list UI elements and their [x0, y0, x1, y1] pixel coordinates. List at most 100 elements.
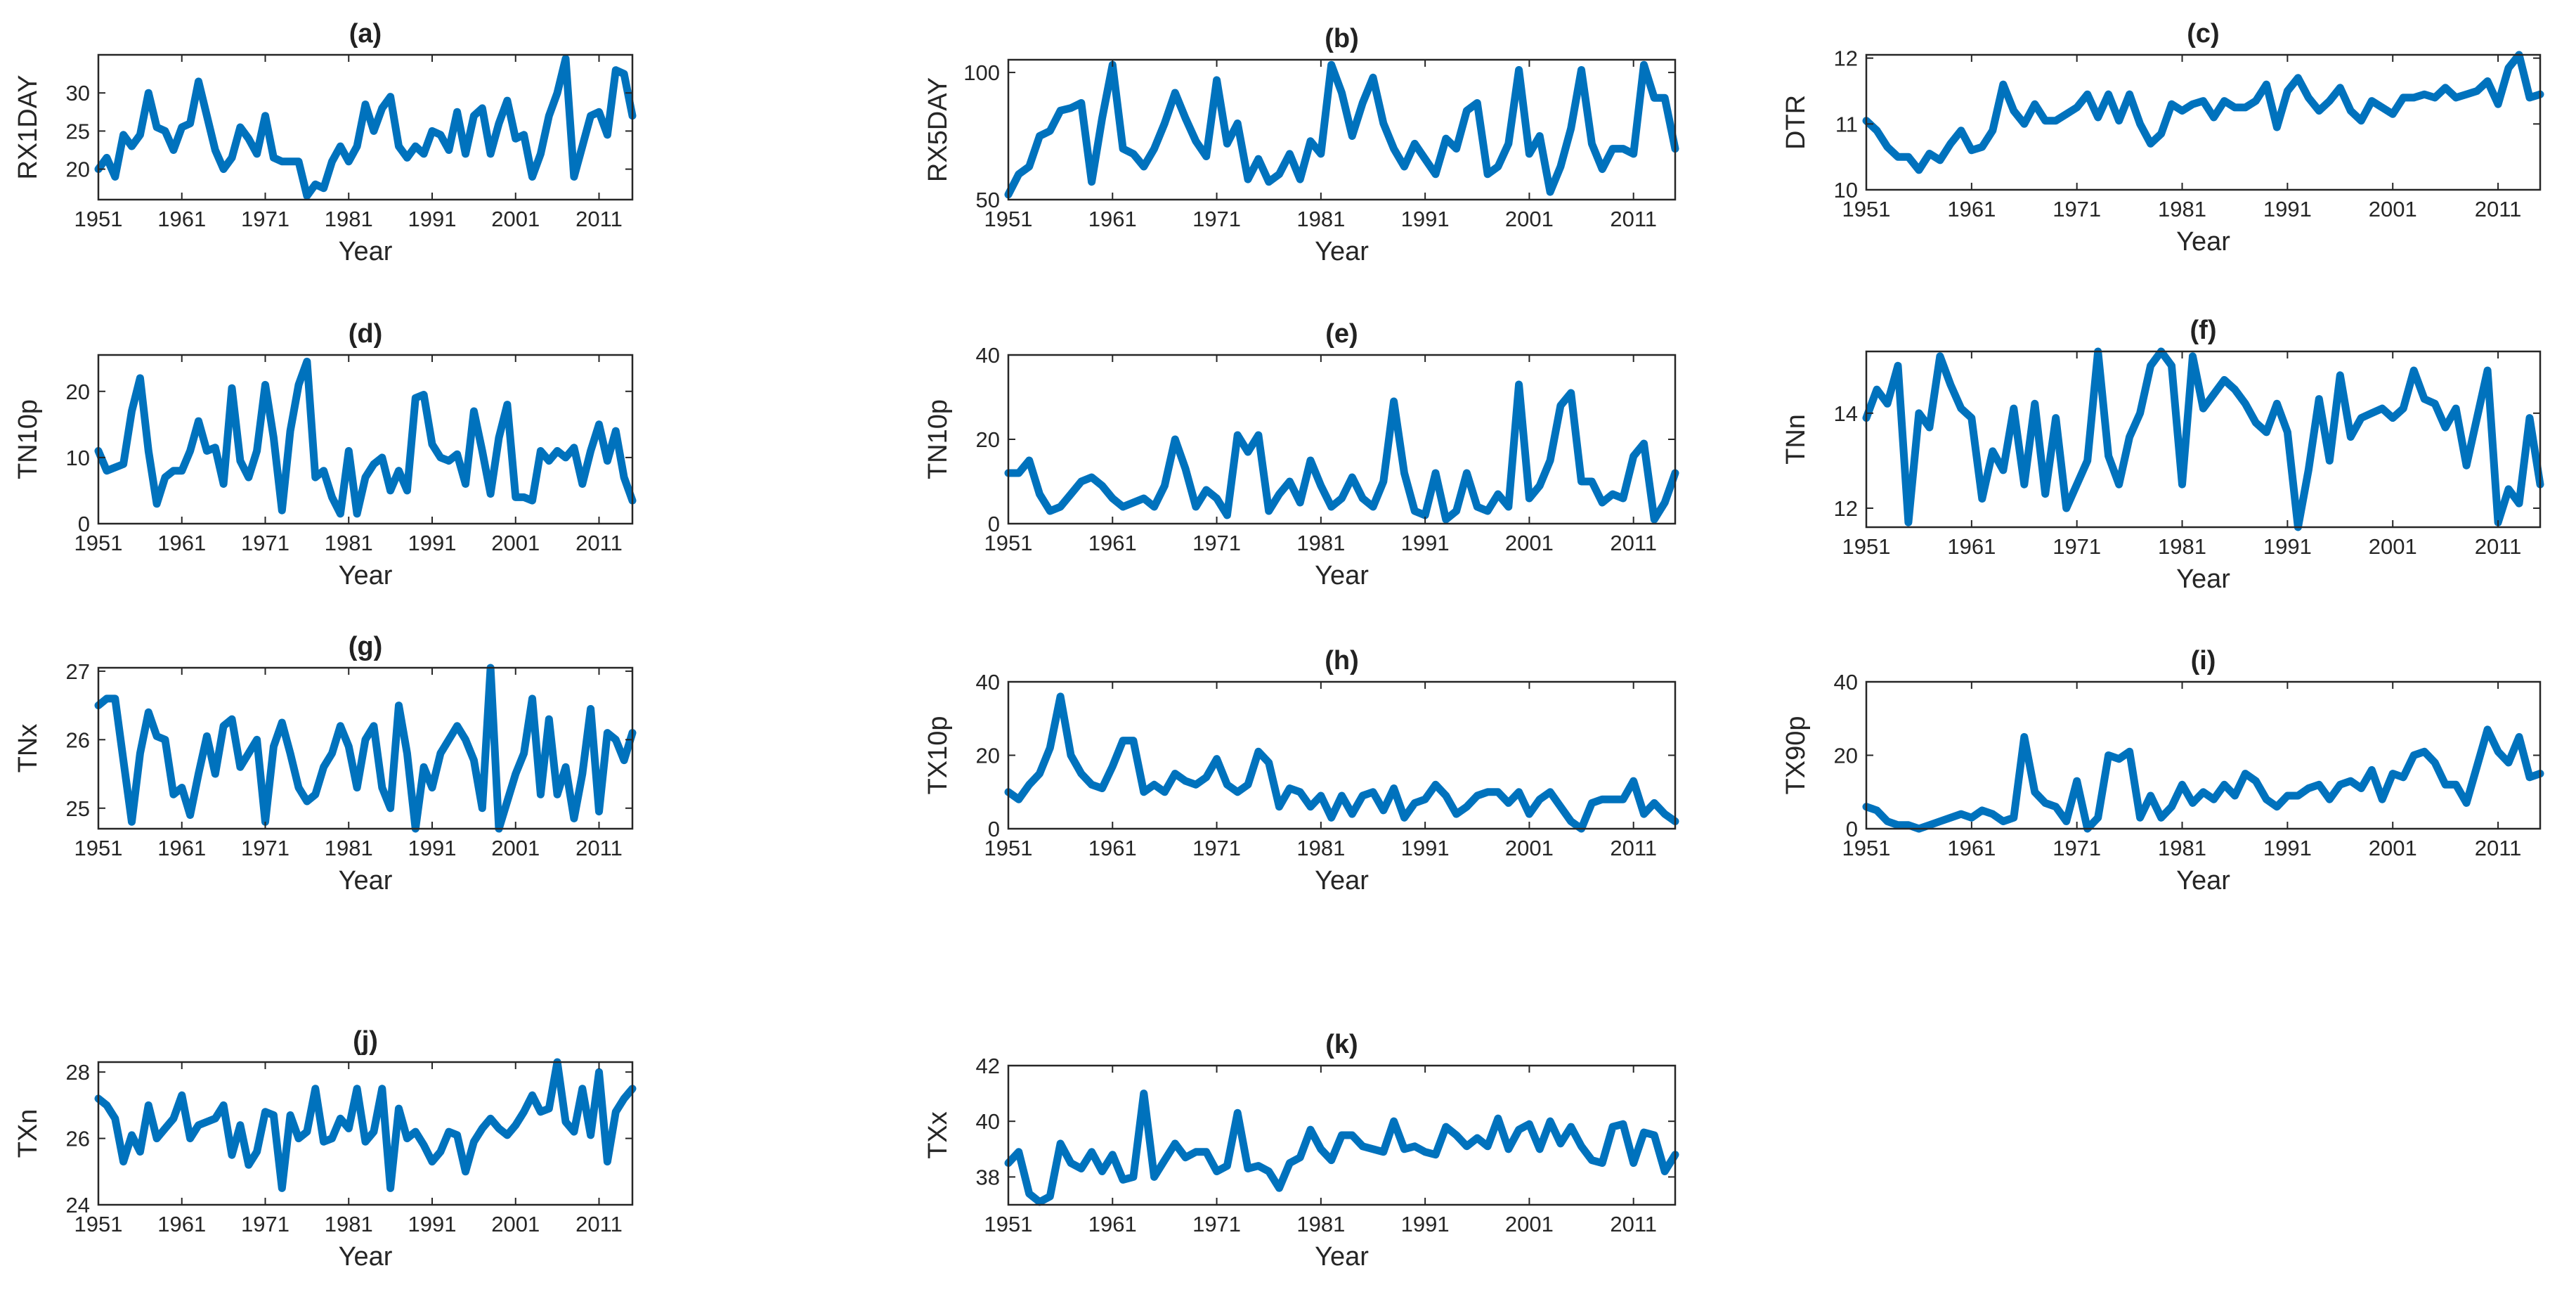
y-tick-label: 12: [1834, 46, 1858, 71]
y-tick-label: 24: [66, 1193, 90, 1217]
panel-e-series-line: [1004, 380, 1679, 524]
panel-f-axes-frame: [1865, 350, 2542, 529]
panel-b-y-axis-label: RX5DAY: [923, 77, 953, 182]
panel-a-title: (a): [349, 19, 382, 49]
panel-b-title: (b): [1325, 24, 1359, 53]
x-tick-label: 2011: [575, 836, 623, 860]
y-tick-label: 20: [66, 157, 90, 182]
x-tick-label: 2001: [1505, 531, 1554, 555]
x-tick-label: 1971: [2053, 534, 2101, 559]
panel-k: (k) 1951 1961 1971 1981 1991 2001 2011 38 40 42 Yea…: [923, 1030, 1679, 1272]
panel-f-x-axis-label: Year: [2176, 564, 2230, 594]
x-tick-label: 1991: [408, 836, 457, 860]
panel-b: (b) 1951 1961 1971 1981 1991 2001 2011 50 100 Year…: [923, 24, 1679, 266]
x-tick-label: 1991: [1401, 531, 1450, 555]
panel-g: (g) 1951 1961 1971 1981 1991 2001 2011 25 26 27 Yea…: [13, 632, 637, 896]
x-tick-label: 1951: [984, 531, 1033, 555]
y-tick-label: 40: [976, 1109, 1000, 1134]
panel-j: (j) 1951 1961 1971 1981 1991 2001 2011 24 26 28 Yea…: [13, 1026, 637, 1272]
x-tick-label: 1961: [157, 207, 206, 231]
x-tick-label: 1951: [74, 207, 123, 231]
panel-d-x-axis-label: Year: [339, 561, 393, 590]
x-tick-label: 2001: [1505, 1212, 1554, 1236]
x-tick-label: 1991: [1401, 1212, 1450, 1236]
y-tick-label: 20: [976, 744, 1000, 768]
x-tick-label: 1951: [74, 1212, 123, 1236]
x-tick-label: 1991: [1401, 836, 1450, 860]
x-tick-label: 2001: [491, 836, 540, 860]
panel-e: (e) 1951 1961 1971 1981 1991 2001 2011 0 20 40 Year…: [923, 319, 1679, 590]
panel-j-axes-frame: [97, 1061, 634, 1206]
x-tick-label: 1961: [1088, 531, 1137, 555]
x-tick-label: 1991: [408, 207, 457, 231]
x-tick-label: 2001: [1505, 207, 1554, 231]
x-tick-label: 1961: [1947, 534, 1996, 559]
panel-f-series-line: [1862, 347, 2544, 531]
panel-b-axes-frame: [1007, 58, 1677, 201]
y-tick-label: 30: [66, 81, 90, 105]
panel-d-y-axis-label: TN10p: [13, 399, 43, 479]
y-tick-label: 40: [1834, 670, 1858, 694]
panel-h-x-axis-label: Year: [1315, 866, 1369, 896]
x-tick-label: 1961: [157, 531, 206, 555]
panel-i-title: (i): [2191, 646, 2216, 675]
x-tick-label: 1971: [241, 207, 290, 231]
y-tick-label: 38: [976, 1165, 1000, 1189]
panel-c-y-axis-label: DTR: [1781, 95, 1811, 150]
y-tick-label: 25: [66, 119, 90, 143]
x-tick-label: 2011: [2475, 534, 2522, 559]
x-tick-label: 1961: [1947, 836, 1996, 860]
panel-d: (d) 1951 1961 1971 1981 1991 2001 2011 0 10 20 Year…: [13, 319, 637, 590]
x-tick-label: 1961: [1947, 197, 1996, 221]
x-tick-label: 2001: [491, 207, 540, 231]
x-tick-label: 1971: [1192, 207, 1241, 231]
panel-h-series-line: [1004, 692, 1679, 833]
x-tick-label: 1961: [1088, 207, 1137, 231]
x-tick-label: 2001: [2369, 534, 2417, 559]
panel-f: (f) 1951 1961 1971 1981 1991 2001 2011 12 14 Year T…: [1781, 316, 2544, 594]
y-tick-label: 26: [66, 1127, 90, 1151]
panel-i-series-line: [1862, 725, 2544, 833]
x-tick-label: 1981: [2158, 836, 2206, 860]
x-tick-label: 2011: [575, 207, 623, 231]
x-tick-label: 1971: [2053, 836, 2101, 860]
panel-h: (h) 1951 1961 1971 1981 1991 2001 2011 0 20 40 Year…: [923, 646, 1679, 896]
y-tick-label: 20: [66, 380, 90, 404]
panel-a: (a) 1951 1961 1971 1981 1991 2001 2011 20 25 30 Yea…: [13, 19, 637, 266]
x-tick-label: 2001: [491, 1212, 540, 1236]
panel-a-x-axis-label: Year: [339, 237, 393, 266]
x-tick-label: 1971: [1192, 836, 1241, 860]
x-tick-label: 1981: [325, 1212, 373, 1236]
panel-j-y-axis-label: TXn: [13, 1109, 43, 1158]
x-tick-label: 1971: [1192, 531, 1241, 555]
x-tick-label: 2001: [2369, 197, 2417, 221]
x-tick-label: 2011: [2475, 197, 2522, 221]
panel-f-y-axis-label: TNn: [1781, 414, 1811, 465]
x-tick-label: 2001: [1505, 836, 1554, 860]
x-tick-label: 2011: [575, 1212, 623, 1236]
panel-g-y-axis-label: TNx: [13, 724, 43, 773]
x-tick-label: 2011: [1610, 1212, 1657, 1236]
panel-h-title: (h): [1325, 646, 1359, 675]
y-tick-label: 20: [1834, 744, 1858, 768]
x-tick-label: 1981: [325, 836, 373, 860]
x-tick-label: 1971: [241, 836, 290, 860]
panel-a-y-axis-label: RX1DAY: [13, 75, 43, 179]
panel-k-axes-frame: [1007, 1064, 1677, 1206]
panel-d-title: (d): [349, 319, 383, 349]
x-tick-label: 1951: [1842, 197, 1891, 221]
y-tick-label: 40: [976, 343, 1000, 368]
y-tick-label: 42: [976, 1054, 1000, 1078]
x-tick-label: 1981: [1296, 836, 1345, 860]
panel-i-axes-frame: [1865, 680, 2542, 830]
y-tick-label: 12: [1834, 496, 1858, 521]
panel-b-series-line: [1004, 60, 1679, 199]
panel-i: (i) 1951 1961 1971 1981 1991 2001 2011 0 20 40 Year…: [1781, 646, 2544, 896]
panel-g-axes-frame: [97, 666, 634, 830]
x-tick-label: 1981: [1296, 207, 1345, 231]
x-tick-label: 1961: [1088, 1212, 1137, 1236]
x-tick-label: 1961: [157, 1212, 206, 1236]
y-tick-label: 100: [963, 60, 1000, 85]
panel-a-axes-frame: [97, 53, 634, 201]
y-tick-label: 0: [78, 512, 90, 536]
